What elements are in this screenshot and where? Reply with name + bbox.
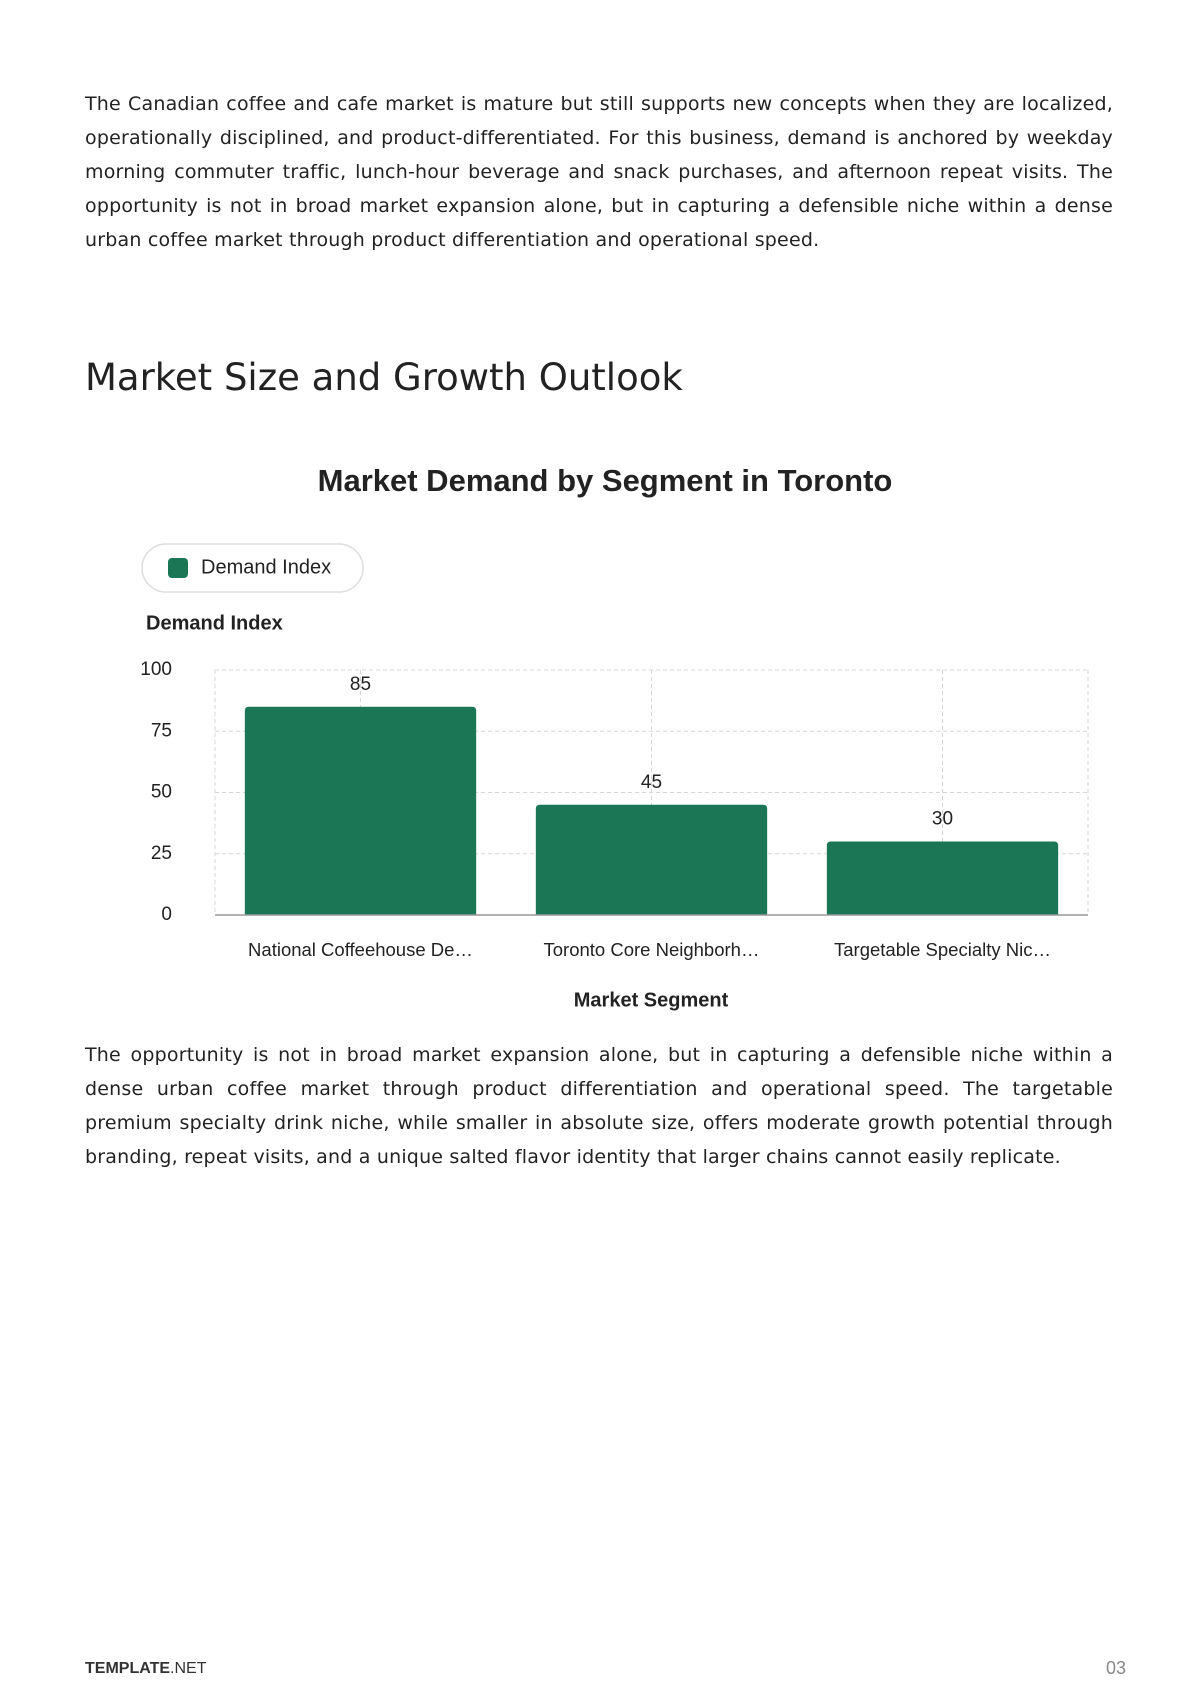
legend-box	[141, 543, 364, 593]
value-label: 45	[641, 772, 662, 793]
chart-title: Market Demand by Segment in Toronto	[318, 463, 893, 498]
y-tick-label: 0	[161, 904, 172, 925]
bar	[826, 841, 1059, 915]
x-tick-label: Toronto Core Neighborh…	[544, 939, 760, 960]
y-tick-label: 25	[151, 843, 172, 864]
brand-bold: TEMPLATE	[85, 1660, 171, 1677]
y-tick-label: 100	[140, 659, 172, 680]
legend-swatch	[168, 558, 188, 578]
x-axis-title: Market Segment	[574, 989, 729, 1011]
y-tick-label: 50	[151, 782, 172, 803]
footer-brand: TEMPLATE.NET	[85, 1660, 206, 1678]
value-label: 30	[932, 809, 953, 830]
value-label: 85	[350, 674, 371, 695]
paragraph: The Canadian coffee and cafe market is m…	[85, 93, 1113, 251]
brand-rest: .NET	[170, 1660, 207, 1677]
y-axis-title: Demand Index	[146, 612, 283, 634]
y-tick-label: 75	[151, 720, 172, 741]
x-tick-label: National Coffeehouse De…	[248, 939, 473, 960]
x-tick-label: Targetable Specialty Nic…	[834, 939, 1051, 960]
legend-label: Demand Index	[201, 556, 331, 578]
bar	[244, 706, 477, 915]
bar	[535, 804, 768, 915]
section-heading: Market Size and Growth Outlook	[85, 356, 683, 399]
chart: Market Demand by Segment in Toronto Dema…	[140, 463, 1089, 1011]
paragraph: The opportunity is not in broad market e…	[85, 1044, 1113, 1168]
page-number: 03	[1105, 1658, 1126, 1678]
